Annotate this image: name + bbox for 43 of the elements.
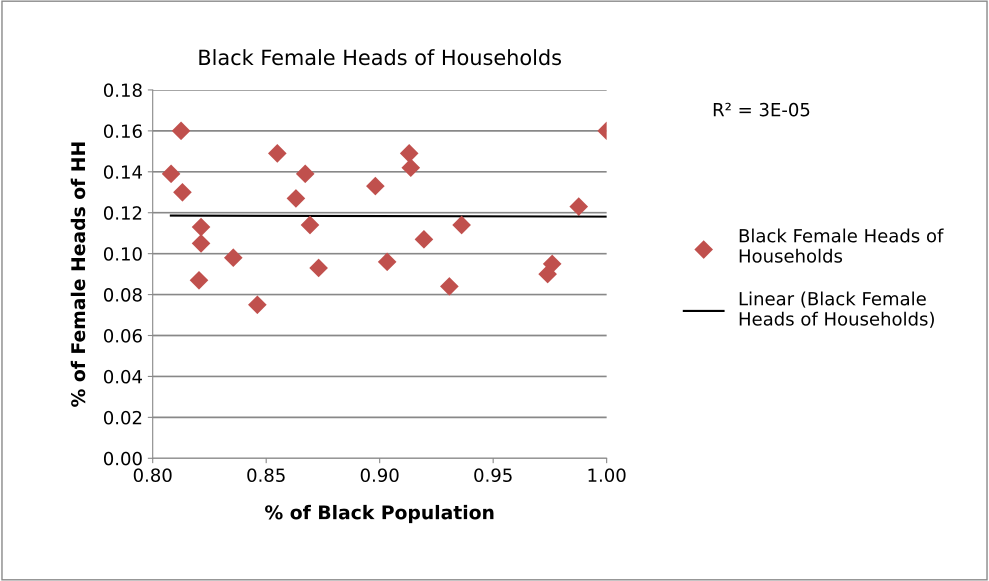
y-tick-label: 0.02	[104, 410, 142, 424]
point	[300, 216, 320, 234]
x-tick-label: 1.00	[588, 468, 626, 482]
point	[378, 252, 396, 272]
x-tick-label: 0.85	[247, 468, 285, 482]
point	[162, 164, 180, 184]
point	[309, 258, 328, 278]
point	[452, 216, 471, 234]
y-tick-label: 0.16	[104, 124, 142, 138]
y-tick-label: 0.04	[104, 370, 142, 384]
point	[286, 189, 306, 208]
legend-label: Black Female Heads of Households	[740, 228, 944, 263]
y-tick-label: 0.12	[104, 206, 142, 220]
point	[268, 144, 287, 163]
point	[366, 176, 385, 196]
text: R² = 3E-05	[714, 102, 810, 116]
y-tick-label: 0.18	[104, 83, 142, 98]
point	[173, 182, 192, 202]
x-tick-label: 0.95	[474, 468, 512, 482]
point	[538, 264, 557, 284]
y-axis-title: % of Female Heads of HH	[70, 142, 86, 407]
y-tick-label: 0.08	[104, 288, 142, 302]
y-tick-label: 0.06	[104, 328, 142, 343]
point	[401, 158, 420, 178]
point	[248, 295, 267, 314]
point	[192, 234, 210, 253]
x-tick-label: 0.80	[134, 468, 172, 482]
point	[192, 218, 210, 236]
x-tick-label: 0.90	[360, 468, 399, 482]
y-tick-label: 0.14	[104, 165, 142, 179]
y-tick-label: 0.00	[104, 452, 142, 466]
x-axis-title: % of Black Population	[265, 504, 494, 524]
legend-label: Linear (Black Female Heads of Households)	[740, 292, 934, 328]
point	[440, 277, 459, 296]
point	[190, 270, 208, 290]
point	[414, 230, 434, 249]
point	[569, 197, 588, 216]
point	[172, 122, 190, 140]
y-tick-label: 0.10	[104, 247, 142, 261]
chart-title: Black Female Heads of Households	[199, 49, 561, 66]
point	[224, 248, 243, 268]
point	[296, 164, 315, 184]
point	[400, 144, 418, 163]
